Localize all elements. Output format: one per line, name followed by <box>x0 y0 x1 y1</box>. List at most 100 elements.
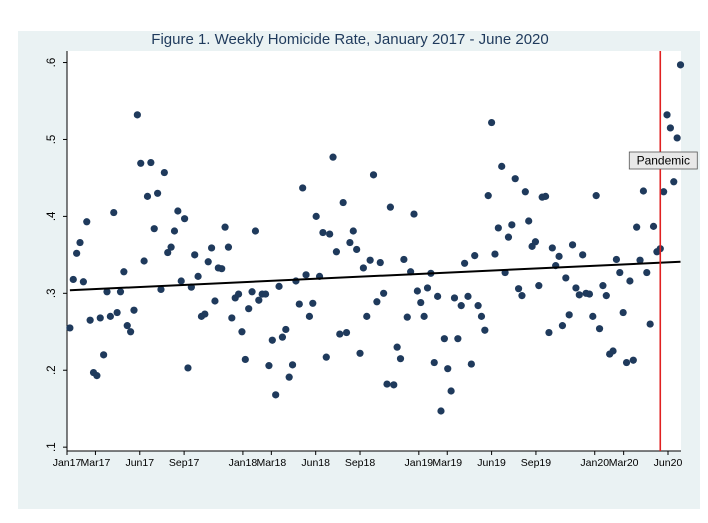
data-point <box>157 285 165 294</box>
data-point <box>602 292 610 300</box>
x-tick-label: Jan18 <box>229 457 258 469</box>
data-point <box>535 282 543 290</box>
data-point <box>589 312 597 320</box>
data-point <box>282 325 290 334</box>
data-point <box>353 245 361 254</box>
data-point <box>312 212 320 220</box>
data-point <box>359 264 367 272</box>
data-point <box>255 296 263 304</box>
data-point <box>322 353 330 361</box>
data-point <box>366 256 374 264</box>
data-point <box>140 257 148 265</box>
data-point <box>636 256 644 264</box>
data-point <box>612 255 621 264</box>
plot-area <box>67 51 681 451</box>
data-point <box>487 118 496 127</box>
data-point <box>336 330 344 338</box>
scatter-points <box>66 61 685 415</box>
data-point <box>224 243 233 251</box>
data-point <box>481 326 489 334</box>
data-point <box>248 288 256 296</box>
data-point <box>103 288 111 296</box>
data-point <box>545 328 553 337</box>
data-point <box>204 258 212 266</box>
x-tick-label: Jan20 <box>580 457 609 469</box>
data-point <box>137 159 145 167</box>
data-point <box>93 372 101 380</box>
data-point <box>622 358 631 367</box>
data-point <box>531 238 540 246</box>
data-point <box>383 380 391 388</box>
data-point <box>346 238 354 247</box>
data-point <box>525 217 533 225</box>
data-point <box>491 250 499 258</box>
data-point <box>164 248 172 257</box>
data-point <box>511 175 519 183</box>
x-tick-label: Jan17 <box>53 457 82 469</box>
trend-line-group <box>69 260 681 292</box>
data-point <box>69 275 77 284</box>
data-point <box>110 208 118 217</box>
data-point <box>599 282 607 290</box>
data-point <box>558 322 567 330</box>
data-point <box>319 228 327 237</box>
data-point <box>309 299 317 307</box>
y-tick-label: .5 <box>46 135 58 145</box>
data-point <box>180 215 189 223</box>
data-point <box>508 221 516 229</box>
data-point <box>386 203 394 211</box>
data-point <box>96 314 104 322</box>
trend-line <box>69 260 681 292</box>
data-point <box>619 308 627 317</box>
x-tick-label: Mar18 <box>256 457 286 469</box>
data-point <box>285 373 293 381</box>
data-point <box>76 238 84 247</box>
data-point <box>292 277 300 285</box>
data-point <box>201 310 209 318</box>
data-point <box>251 227 260 235</box>
data-point <box>420 312 428 320</box>
data-point <box>194 272 202 280</box>
data-point <box>518 292 526 300</box>
x-tick-label: Mar19 <box>432 457 462 469</box>
data-point <box>275 282 283 290</box>
data-point <box>261 290 270 298</box>
x-tick-label: Sep19 <box>521 457 552 469</box>
data-point <box>413 287 421 295</box>
y-tick-label: .4 <box>46 211 58 221</box>
chart-svg: Figure 1. Weekly Homicide Rate, January … <box>46 31 698 469</box>
x-tick-label: Mar17 <box>81 457 111 469</box>
data-point <box>154 189 162 197</box>
data-point <box>484 192 492 200</box>
chart-title: Figure 1. Weekly Homicide Rate, January … <box>151 31 548 48</box>
data-point <box>113 308 121 317</box>
data-point <box>595 325 604 333</box>
data-point <box>575 291 583 299</box>
data-point <box>437 407 445 415</box>
data-point <box>403 313 411 321</box>
data-point <box>369 171 378 179</box>
data-point <box>376 258 384 267</box>
data-point <box>299 184 307 192</box>
data-point <box>477 312 486 320</box>
data-point <box>423 284 432 292</box>
data-point <box>211 297 219 305</box>
data-point <box>339 198 347 207</box>
data-point <box>471 252 479 260</box>
data-point <box>676 61 685 69</box>
data-point <box>130 306 138 314</box>
data-point <box>390 381 398 389</box>
data-point <box>147 158 155 167</box>
data-point <box>461 259 469 267</box>
data-point <box>238 328 246 336</box>
data-point <box>555 252 563 260</box>
data-point <box>450 294 459 302</box>
y-tick-label: .1 <box>46 442 58 452</box>
data-point <box>177 277 185 285</box>
data-point <box>585 290 594 298</box>
data-point <box>579 251 587 259</box>
data-point <box>498 162 506 170</box>
data-point <box>73 249 81 257</box>
data-point <box>643 268 651 277</box>
data-point <box>464 292 472 300</box>
